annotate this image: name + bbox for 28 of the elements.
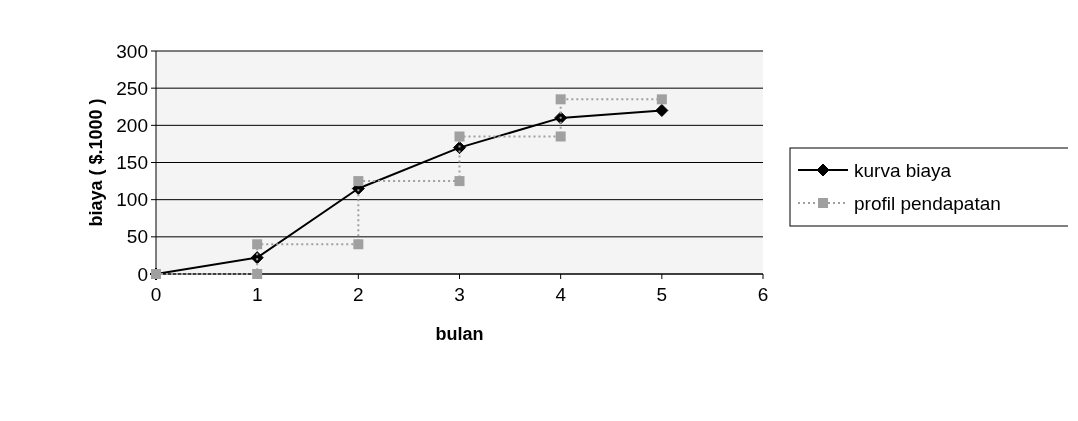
x-tick-label: 4 — [555, 284, 567, 305]
point — [555, 131, 566, 142]
point — [252, 269, 263, 279]
y-tick-label: 0 — [137, 263, 148, 285]
x-axis-title: bulan — [435, 324, 484, 344]
y-axis-title: biaya ( $.1000 ) — [86, 98, 106, 227]
point — [353, 239, 364, 250]
point — [252, 239, 263, 250]
point — [454, 131, 465, 142]
point — [353, 176, 364, 187]
legend-label: profil pendapatan — [854, 192, 1001, 214]
x-tick-label: 3 — [454, 284, 465, 305]
x-tick-label: 1 — [251, 284, 263, 305]
y-tick-label: 250 — [116, 77, 148, 99]
point — [656, 94, 667, 105]
y-tick-label: 50 — [126, 226, 148, 248]
point — [555, 94, 566, 105]
legend-label: kurva biaya — [854, 159, 952, 181]
y-tick-label: 200 — [116, 114, 148, 136]
x-tick-label: 6 — [757, 284, 769, 305]
point — [655, 103, 669, 117]
y-tick-label: 150 — [116, 152, 148, 174]
x-tick-label: 0 — [150, 284, 162, 305]
y-tick-label: 300 — [116, 40, 148, 62]
x-tick-label: 5 — [656, 284, 668, 305]
y-tick-label: 100 — [116, 189, 148, 211]
point — [454, 176, 465, 187]
x-tick-label: 2 — [353, 284, 364, 305]
